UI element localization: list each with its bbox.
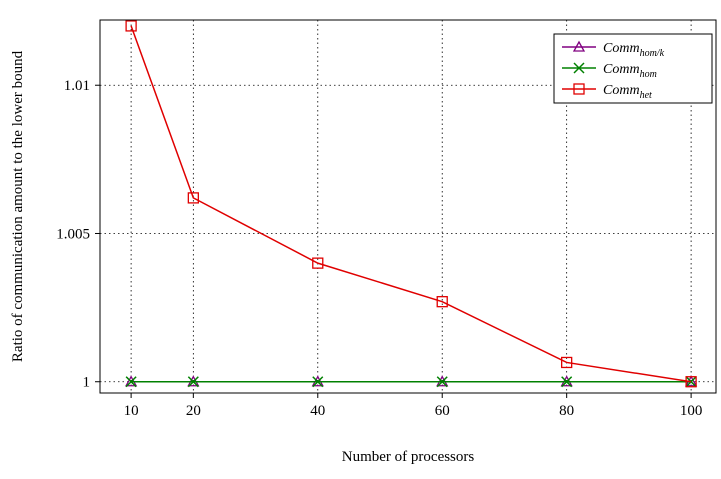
x-tick-label: 100: [680, 403, 703, 419]
y-tick-label: 1: [83, 375, 91, 391]
plot-frame: [99, 19, 717, 394]
data-point: [436, 376, 448, 388]
y-tick-label: 1.01: [64, 78, 90, 94]
y-axis-title: Ratio of communication amount to the low…: [10, 50, 26, 362]
y-tick-label: 1.005: [56, 226, 90, 242]
data-point-stroke: [436, 376, 448, 388]
series-line: [130, 25, 692, 383]
legend-marker-stroke: [573, 62, 585, 74]
data-point: [125, 20, 137, 32]
x-tick-label: 40: [310, 403, 325, 419]
data-point: [312, 376, 324, 388]
legend-marker: [573, 83, 585, 95]
data-point: [187, 192, 199, 204]
data-point: [125, 376, 137, 388]
series-het: [125, 20, 697, 388]
data-point-stroke: [125, 376, 137, 388]
legend-marker: [573, 62, 585, 74]
data-point: [312, 257, 324, 269]
series-hom: [125, 376, 697, 388]
data-point: [685, 376, 697, 388]
legend-marker: [572, 40, 586, 52]
data-point: [561, 376, 573, 388]
x-tick-label: 80: [559, 403, 574, 419]
x-tick-label: 20: [186, 403, 201, 419]
data-point-stroke: [187, 376, 199, 388]
x-tick-label: 60: [435, 403, 450, 419]
data-point-stroke: [312, 376, 324, 388]
tick-layer: 10 20 40 60 80 100 1 1.005 1.01: [56, 78, 702, 419]
x-axis-title: Number of processors: [342, 449, 475, 465]
series-layer: [125, 20, 698, 388]
data-point: [436, 296, 448, 308]
data-point: [561, 356, 573, 369]
data-point-stroke: [561, 376, 573, 388]
data-point: [187, 376, 199, 388]
x-tick-label: 10: [124, 403, 139, 419]
